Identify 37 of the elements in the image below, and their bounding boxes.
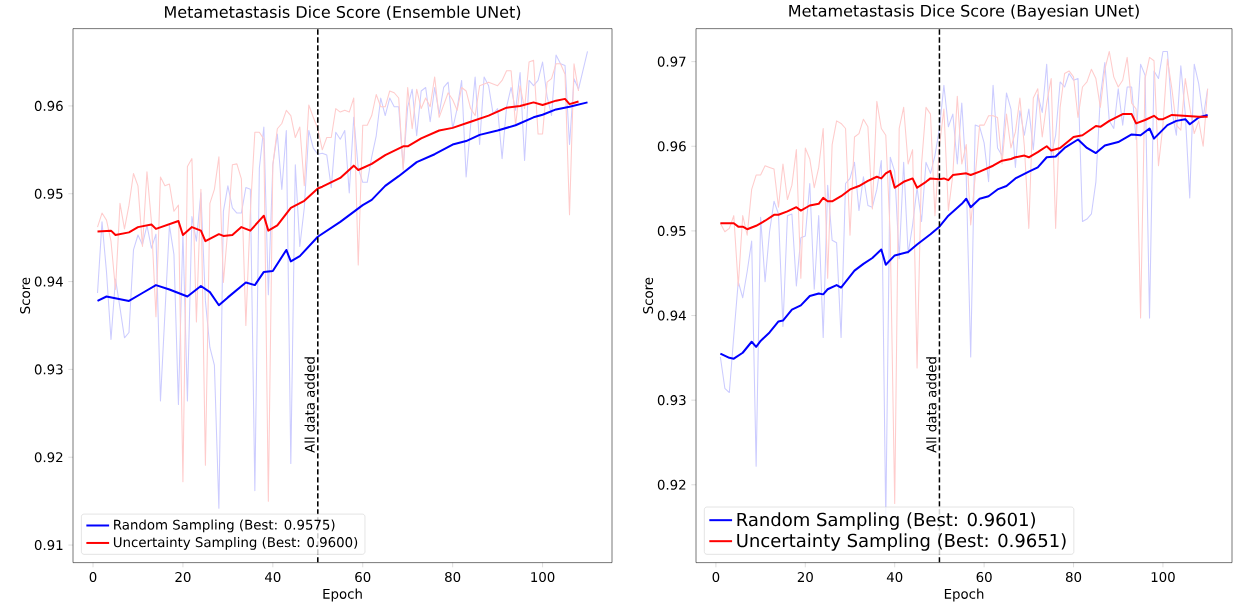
chart-title: Metametastasis Dice Score (Bayesian UNet): [789, 4, 1139, 21]
x-axis-title: Epoch: [944, 588, 984, 602]
y-tick-label: 0.94: [34, 276, 63, 287]
x-tick-label: 60: [355, 572, 371, 583]
y-tick-label: 0.92: [657, 479, 686, 490]
x-axis-title: Epoch: [323, 588, 362, 602]
ref-line-label: All data added: [304, 357, 315, 453]
x-tick-label: 20: [175, 572, 191, 583]
y-axis-title: Score: [643, 277, 654, 314]
x-tick-label: 80: [1065, 572, 1082, 583]
x-tick-label: 100: [1151, 572, 1175, 583]
x-tick-label: 0: [712, 572, 720, 583]
x-tick-label: 40: [265, 572, 281, 583]
x-tick-label: 40: [886, 572, 903, 583]
legend-label: Uncertainty Sampling (Best: 0.9600): [113, 537, 358, 550]
y-tick-label: 0.97: [657, 56, 686, 67]
legend-label: Uncertainty Sampling (Best: 0.9651): [737, 533, 1066, 551]
y-tick-label: 0.96: [657, 141, 686, 152]
line-series: [96, 98, 580, 243]
y-tick-label: 0.95: [657, 226, 686, 237]
chart-title: Metametastasis Dice Score (Ensemble UNet): [165, 5, 521, 21]
y-tick-label: 0.91: [34, 540, 63, 551]
y-tick-label: 0.92: [34, 452, 63, 463]
y-tick-label: 0.93: [657, 395, 686, 406]
legend-label: Random Sampling (Best: 0.9575): [114, 519, 335, 533]
x-tick-label: 100: [531, 572, 555, 583]
x-tick-label: 80: [445, 572, 461, 583]
legend-label: Random Sampling (Best: 0.9601): [737, 512, 1035, 530]
y-tick-label: 0.93: [34, 364, 63, 375]
y-tick-label: 0.95: [34, 188, 63, 199]
y-tick-label: 0.96: [34, 101, 63, 112]
x-tick-label: 60: [976, 572, 992, 583]
x-tick-label: 0: [89, 572, 97, 583]
y-axis-title: Score: [20, 277, 31, 314]
ref-line-label: All data added: [926, 357, 937, 453]
y-tick-label: 0.94: [657, 310, 686, 321]
x-tick-label: 20: [797, 572, 813, 583]
